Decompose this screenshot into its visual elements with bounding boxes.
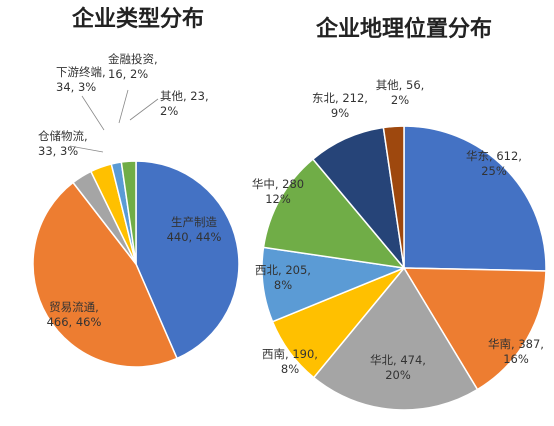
chart1-slice-1 xyxy=(32,181,179,368)
chart2-label-1: 华南, 387, 16% xyxy=(488,337,544,366)
chart1-leader-4 xyxy=(118,89,129,124)
chart1-leader-2 xyxy=(69,145,104,153)
chart1-leader-3 xyxy=(81,95,105,131)
chart1-label-3: 下游终端, 34, 3% xyxy=(56,65,106,94)
chart2-slice-2 xyxy=(312,266,479,411)
chart2-label-4: 西北, 205, 8% xyxy=(255,263,311,292)
chart1-label-0: 生产制造 440, 44% xyxy=(167,215,222,244)
chart1-leader-5 xyxy=(129,98,159,121)
chart2-slice-1 xyxy=(402,267,547,391)
chart2-label-5: 华中, 280 12% xyxy=(252,177,304,206)
chart1-pie: 生产制造 440, 44% 贸易流通, 466, 46% 仓储物流, 33, 3% 下游终端… xyxy=(32,52,240,368)
chart2-slice-0 xyxy=(403,125,547,272)
chart2-slice-7 xyxy=(382,125,405,269)
chart2-label-0: 华东, 612, 25% xyxy=(466,149,522,178)
chart1-slice-0 xyxy=(135,160,240,360)
chart2-label-7: 其他, 56, 2% xyxy=(376,78,425,107)
chart1-label-1: 贸易流通, 466, 46% xyxy=(47,300,102,329)
chart2-label-6: 东北, 212, 9% xyxy=(312,91,368,120)
chart2-label-3: 西南, 190, 8% xyxy=(262,347,318,376)
chart2-pie: 华东, 612, 25% 华南, 387, 16% 华北, 474, 20% 西南, 190… xyxy=(252,78,547,411)
chart1-label-5: 其他, 23, 2% xyxy=(160,89,209,118)
chart2-title: 企业地理位置分布 xyxy=(315,16,492,42)
chart1-label-4: 金融投资, 16, 2% xyxy=(108,52,158,81)
chart1-label-2: 仓储物流, 33, 3% xyxy=(38,129,88,158)
chart1-slice-5 xyxy=(120,160,137,265)
chart2-label-2: 华北, 474, 20% xyxy=(370,353,426,382)
chart2-slice-5 xyxy=(262,158,406,270)
chart1-title: 企业类型分布 xyxy=(71,6,204,32)
